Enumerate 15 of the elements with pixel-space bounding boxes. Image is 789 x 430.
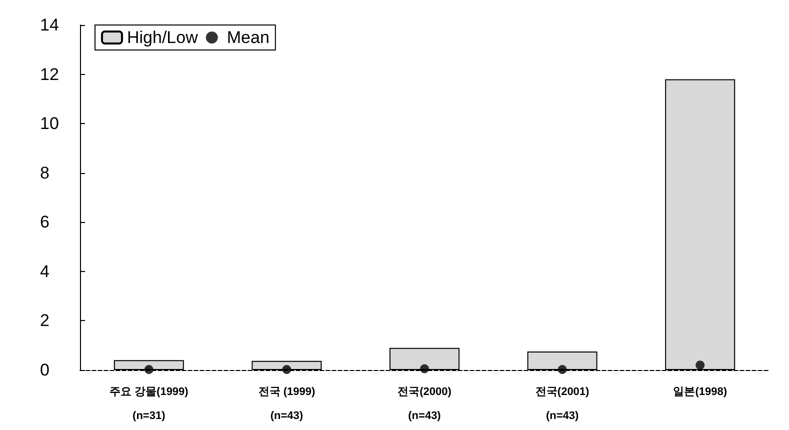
legend-label: High/Low bbox=[127, 28, 199, 47]
y-tick-label: 10 bbox=[40, 114, 59, 134]
y-tick-label: 6 bbox=[40, 212, 50, 232]
x-tick-label: 일본(1998) bbox=[673, 386, 728, 398]
y-tick-label: 0 bbox=[40, 360, 50, 380]
x-tick-label: 전국(2001) (n=43) bbox=[535, 386, 590, 422]
x-tick-label: 주요 강물(1999) (n=31) bbox=[109, 386, 189, 422]
y-tick-label: 14 bbox=[40, 16, 59, 34]
y-tick-label: 4 bbox=[40, 262, 50, 281]
x-tick-label: 전국(2000) (n=43) bbox=[398, 386, 452, 422]
x-tick-label: 전국 (1999) (n=43) bbox=[258, 386, 316, 422]
y-tick-label: 12 bbox=[40, 64, 59, 84]
y-tick-label: 2 bbox=[40, 311, 50, 330]
y-tick-label: 8 bbox=[40, 163, 50, 182]
legend-label: Mean bbox=[226, 28, 270, 47]
